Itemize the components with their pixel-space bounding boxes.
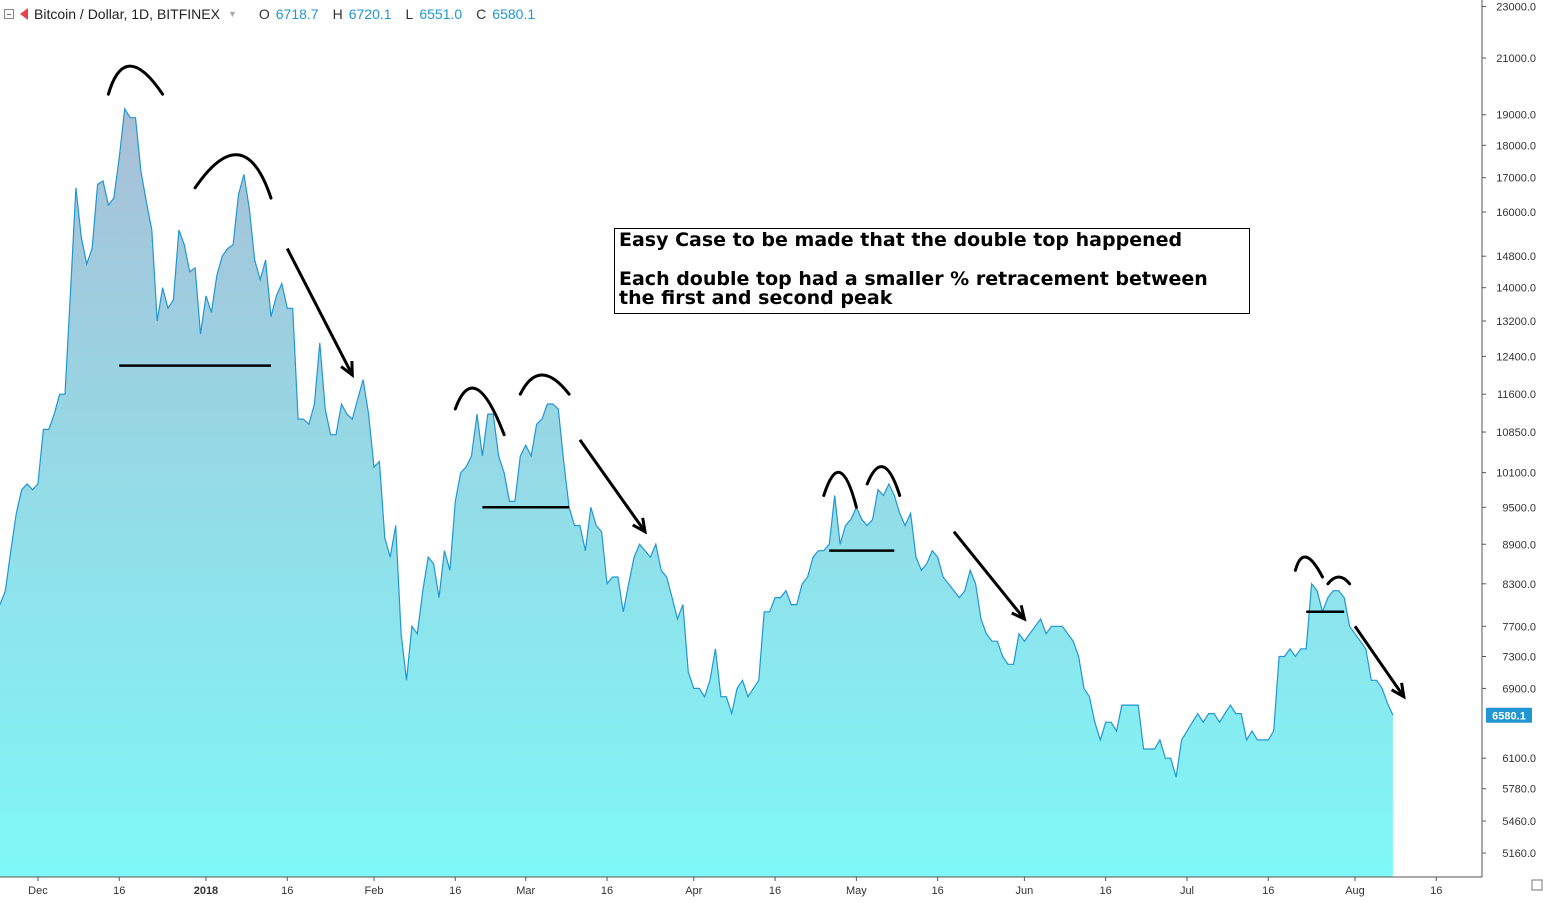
price-tick-label: 11600.0 bbox=[1497, 389, 1536, 401]
price-tick-label: 14800.0 bbox=[1496, 251, 1536, 263]
annotation-line-1: Easy Case to be made that the double top… bbox=[619, 229, 1183, 251]
close-value: 6580.1 bbox=[492, 6, 536, 22]
price-tick-label: 10850.0 bbox=[1496, 427, 1536, 439]
price-tick-label: 7300.0 bbox=[1502, 651, 1536, 663]
double-top-arc[interactable] bbox=[193, 153, 273, 200]
exchange-flag-icon bbox=[20, 8, 28, 20]
price-area-fill bbox=[0, 108, 1393, 878]
trend-arrow-shaft bbox=[285, 247, 354, 376]
price-tick-label: 5460.0 bbox=[1502, 816, 1536, 828]
price-tick-label: 23000.0 bbox=[1496, 2, 1536, 14]
time-tick-label: Dec bbox=[28, 885, 48, 897]
time-tick-label: Apr bbox=[685, 885, 702, 897]
price-tick-label: 19000.0 bbox=[1496, 110, 1536, 122]
price-tick-label: 16000.0 bbox=[1496, 207, 1536, 219]
price-tick-label: 5780.0 bbox=[1502, 784, 1536, 796]
time-tick-label: 16 bbox=[1100, 885, 1112, 897]
trend-arrow[interactable] bbox=[952, 530, 1027, 622]
drawing-annotations[interactable] bbox=[106, 64, 1406, 700]
price-tick-label: 5160.0 bbox=[1502, 848, 1536, 860]
time-tick-label: 16 bbox=[113, 885, 125, 897]
chart-legend-header: Bitcoin / Dollar, 1D, BITFINEX ▼ O 6718.7… bbox=[4, 6, 543, 22]
price-tick-label: 7700.0 bbox=[1502, 621, 1536, 633]
time-tick-label: 2018 bbox=[194, 885, 218, 897]
annotation-line-2: Each double top had a smaller % retracem… bbox=[619, 268, 1208, 309]
plot-area[interactable] bbox=[0, 106, 1394, 878]
double-top-arc[interactable] bbox=[453, 386, 506, 437]
time-axis[interactable]: Dec 16 2018 16 Feb 16 Mar 16 Apr 16 May 16 Jun 16 Jul 1… bbox=[28, 877, 1442, 897]
trend-arrow-head bbox=[340, 360, 354, 379]
double-top-arc[interactable] bbox=[865, 465, 902, 497]
corner-settings-box[interactable] bbox=[1531, 879, 1543, 891]
symbol-title[interactable]: Bitcoin / Dollar, 1D, BITFINEX bbox=[34, 6, 220, 22]
time-tick-label: Aug bbox=[1345, 885, 1365, 897]
chevron-down-icon[interactable]: ▼ bbox=[227, 9, 237, 19]
high-value: 6720.1 bbox=[348, 6, 392, 22]
time-tick-label: 16 bbox=[1262, 885, 1274, 897]
double-top-arc[interactable] bbox=[822, 471, 858, 509]
price-line[interactable] bbox=[0, 106, 1394, 778]
double-top-arc[interactable] bbox=[1326, 575, 1352, 586]
time-tick-label: Mar bbox=[516, 885, 535, 897]
collapse-legend-icon[interactable] bbox=[4, 9, 14, 19]
time-tick-label: May bbox=[846, 885, 867, 897]
low-key: L bbox=[405, 6, 414, 22]
high-key: H bbox=[332, 6, 343, 22]
price-tick-label: 17000.0 bbox=[1496, 173, 1536, 185]
trend-arrow-head bbox=[1011, 604, 1027, 622]
time-tick-label: 16 bbox=[932, 885, 944, 897]
time-tick-label: 16 bbox=[601, 885, 613, 897]
open-value: 6718.7 bbox=[275, 6, 319, 22]
annotation-text-box[interactable]: Easy Case to be made that the double top… bbox=[614, 228, 1250, 314]
time-tick-label: Jul bbox=[1180, 885, 1194, 897]
price-tick-label: 6900.0 bbox=[1502, 683, 1536, 695]
time-tick-label: 16 bbox=[1430, 885, 1442, 897]
trend-arrow-head bbox=[1390, 682, 1406, 700]
time-tick-label: 16 bbox=[769, 885, 781, 897]
trend-arrow-shaft bbox=[578, 439, 647, 533]
price-tick-label: 9500.0 bbox=[1502, 502, 1536, 514]
price-tick-label: 8300.0 bbox=[1502, 579, 1536, 591]
double-top-arc[interactable] bbox=[1293, 555, 1324, 579]
low-value: 6551.0 bbox=[419, 6, 463, 22]
price-tick-label: 13200.0 bbox=[1496, 316, 1536, 328]
trend-arrow[interactable] bbox=[1353, 625, 1406, 700]
price-tick-label: 14000.0 bbox=[1496, 283, 1536, 295]
price-tick-label: 8900.0 bbox=[1502, 539, 1536, 551]
open-key: O bbox=[258, 6, 270, 22]
last-price-label: 6580.1 bbox=[1492, 710, 1526, 722]
time-tick-label: Jun bbox=[1016, 885, 1034, 897]
trend-arrow[interactable] bbox=[285, 247, 354, 379]
double-top-arc[interactable] bbox=[518, 373, 571, 396]
time-tick-label: 16 bbox=[449, 885, 461, 897]
trend-arrow-shaft bbox=[952, 530, 1026, 620]
double-top-arc[interactable] bbox=[106, 64, 165, 96]
last-price-tag: 6580.1 bbox=[1486, 707, 1532, 723]
time-tick-label: 16 bbox=[281, 885, 293, 897]
price-tick-label: 12400.0 bbox=[1496, 351, 1536, 363]
price-tick-label: 21000.0 bbox=[1496, 53, 1536, 65]
trend-arrow[interactable] bbox=[578, 439, 647, 535]
trend-arrow-shaft bbox=[1353, 625, 1406, 698]
price-tick-label: 18000.0 bbox=[1496, 140, 1536, 152]
close-key: C bbox=[476, 6, 487, 22]
trend-arrow-head bbox=[631, 517, 647, 535]
price-tick-label: 10100.0 bbox=[1496, 468, 1536, 480]
price-axis[interactable]: 23000.0 21000.0 19000.0 18000.0 17000.0 16000… bbox=[1482, 2, 1536, 861]
time-tick-label: Feb bbox=[364, 885, 383, 897]
price-tick-label: 6100.0 bbox=[1502, 753, 1536, 765]
